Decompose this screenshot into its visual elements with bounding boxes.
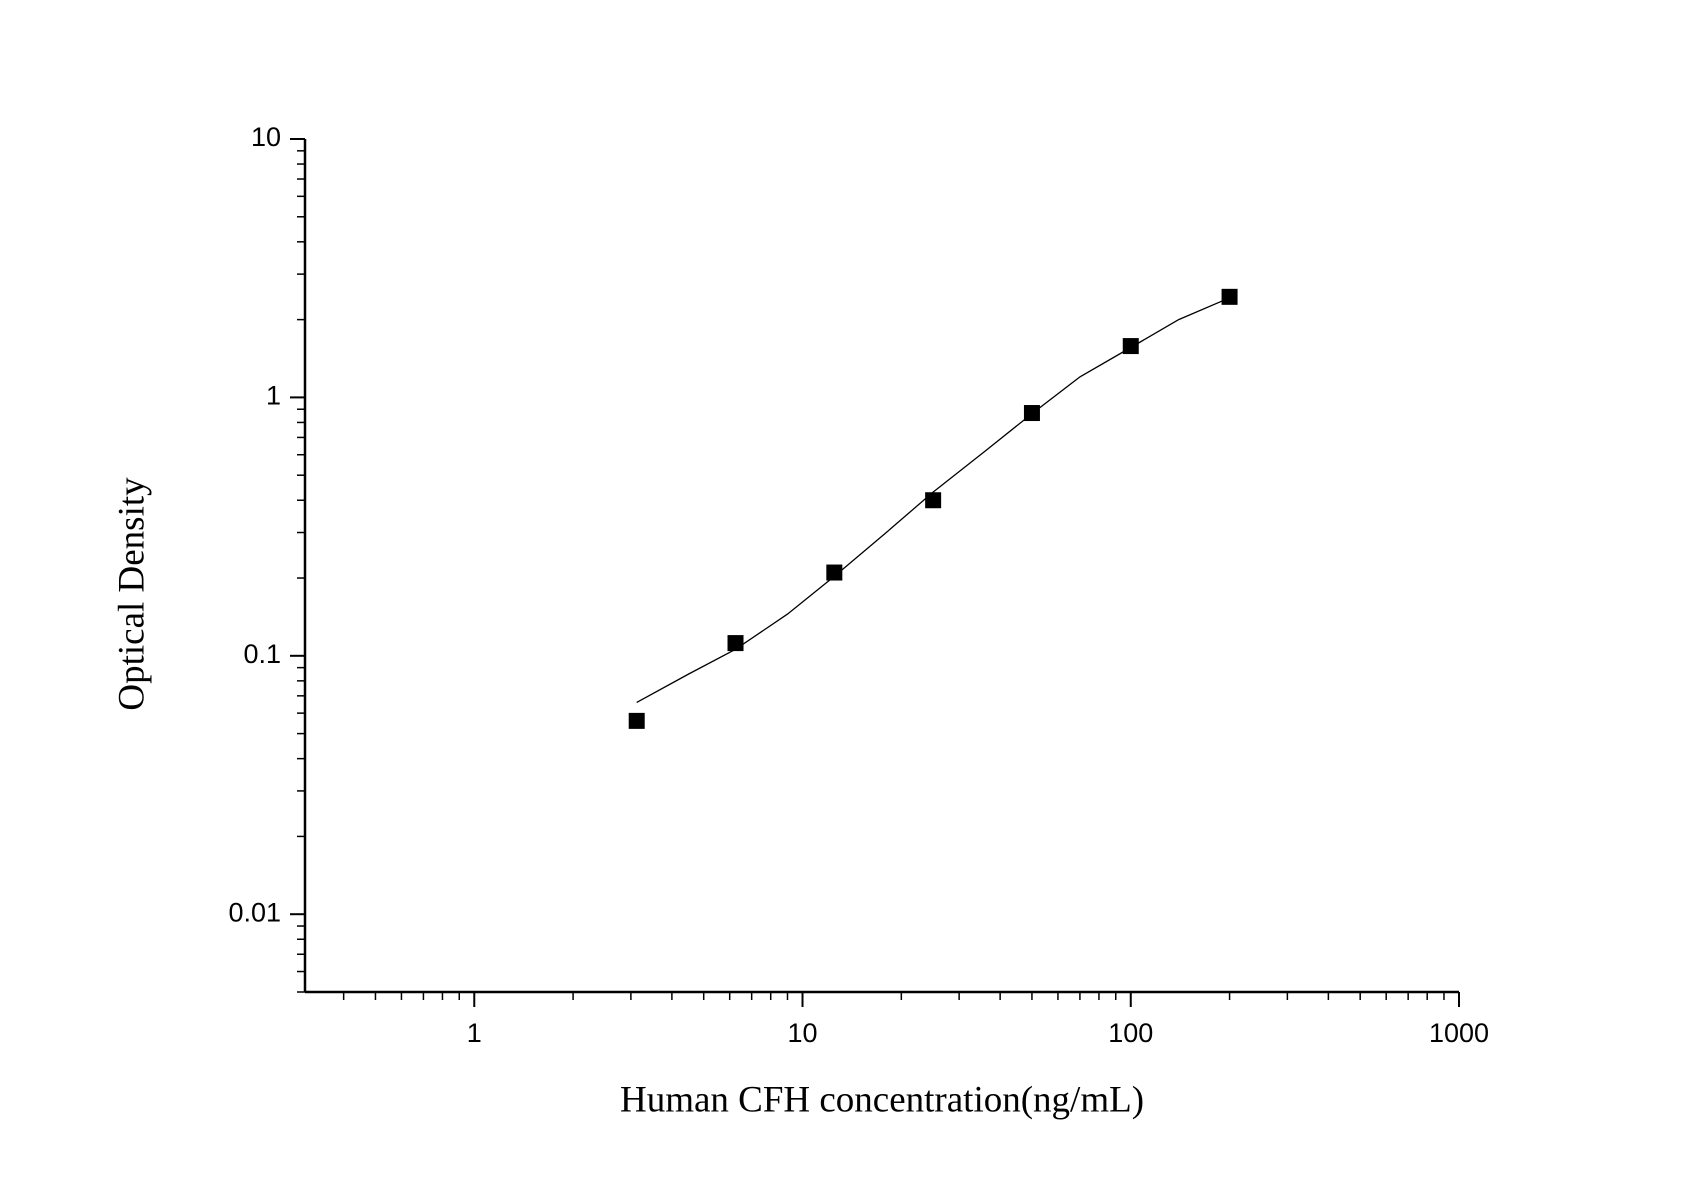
y-tick-label: 10 [251,122,281,152]
x-tick-label: 10 [787,1018,817,1048]
y-tick-label: 0.01 [228,897,281,927]
x-tick-label: 1 [467,1018,482,1048]
data-point [1023,405,1040,422]
data-point [727,635,744,652]
y-axis-title: Optical Density [111,477,152,711]
x-tick-label: 100 [1108,1018,1153,1048]
data-point [628,712,645,729]
y-tick-label: 1 [266,381,281,411]
data-point [826,564,843,581]
data-point [1122,338,1139,355]
x-tick-label: 1000 [1429,1018,1489,1048]
data-point [1221,288,1238,305]
x-axis-title: Human CFH concentration(ng/mL) [620,1079,1144,1120]
data-point [925,492,942,509]
y-tick-label: 0.1 [243,639,281,669]
